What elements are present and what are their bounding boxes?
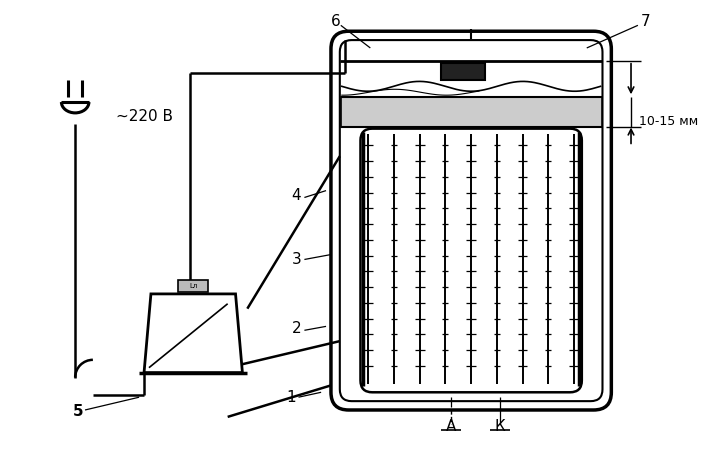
FancyBboxPatch shape xyxy=(331,31,612,410)
Bar xyxy=(441,63,485,81)
Text: 4: 4 xyxy=(292,188,302,203)
Text: Lл: Lл xyxy=(189,283,198,289)
Text: 3: 3 xyxy=(292,252,302,267)
Text: 10-15 мм: 10-15 мм xyxy=(639,115,698,128)
Text: 2: 2 xyxy=(292,321,302,336)
Text: 7: 7 xyxy=(641,14,650,29)
FancyBboxPatch shape xyxy=(361,129,582,392)
Bar xyxy=(179,280,208,292)
Text: К: К xyxy=(495,419,505,434)
Text: 1: 1 xyxy=(287,389,297,404)
Text: 6: 6 xyxy=(331,14,341,29)
Polygon shape xyxy=(144,294,243,373)
Text: А: А xyxy=(446,419,456,434)
Text: ~220 В: ~220 В xyxy=(117,109,174,124)
Bar xyxy=(341,97,602,126)
Text: 5: 5 xyxy=(73,404,84,420)
Bar xyxy=(341,97,602,126)
